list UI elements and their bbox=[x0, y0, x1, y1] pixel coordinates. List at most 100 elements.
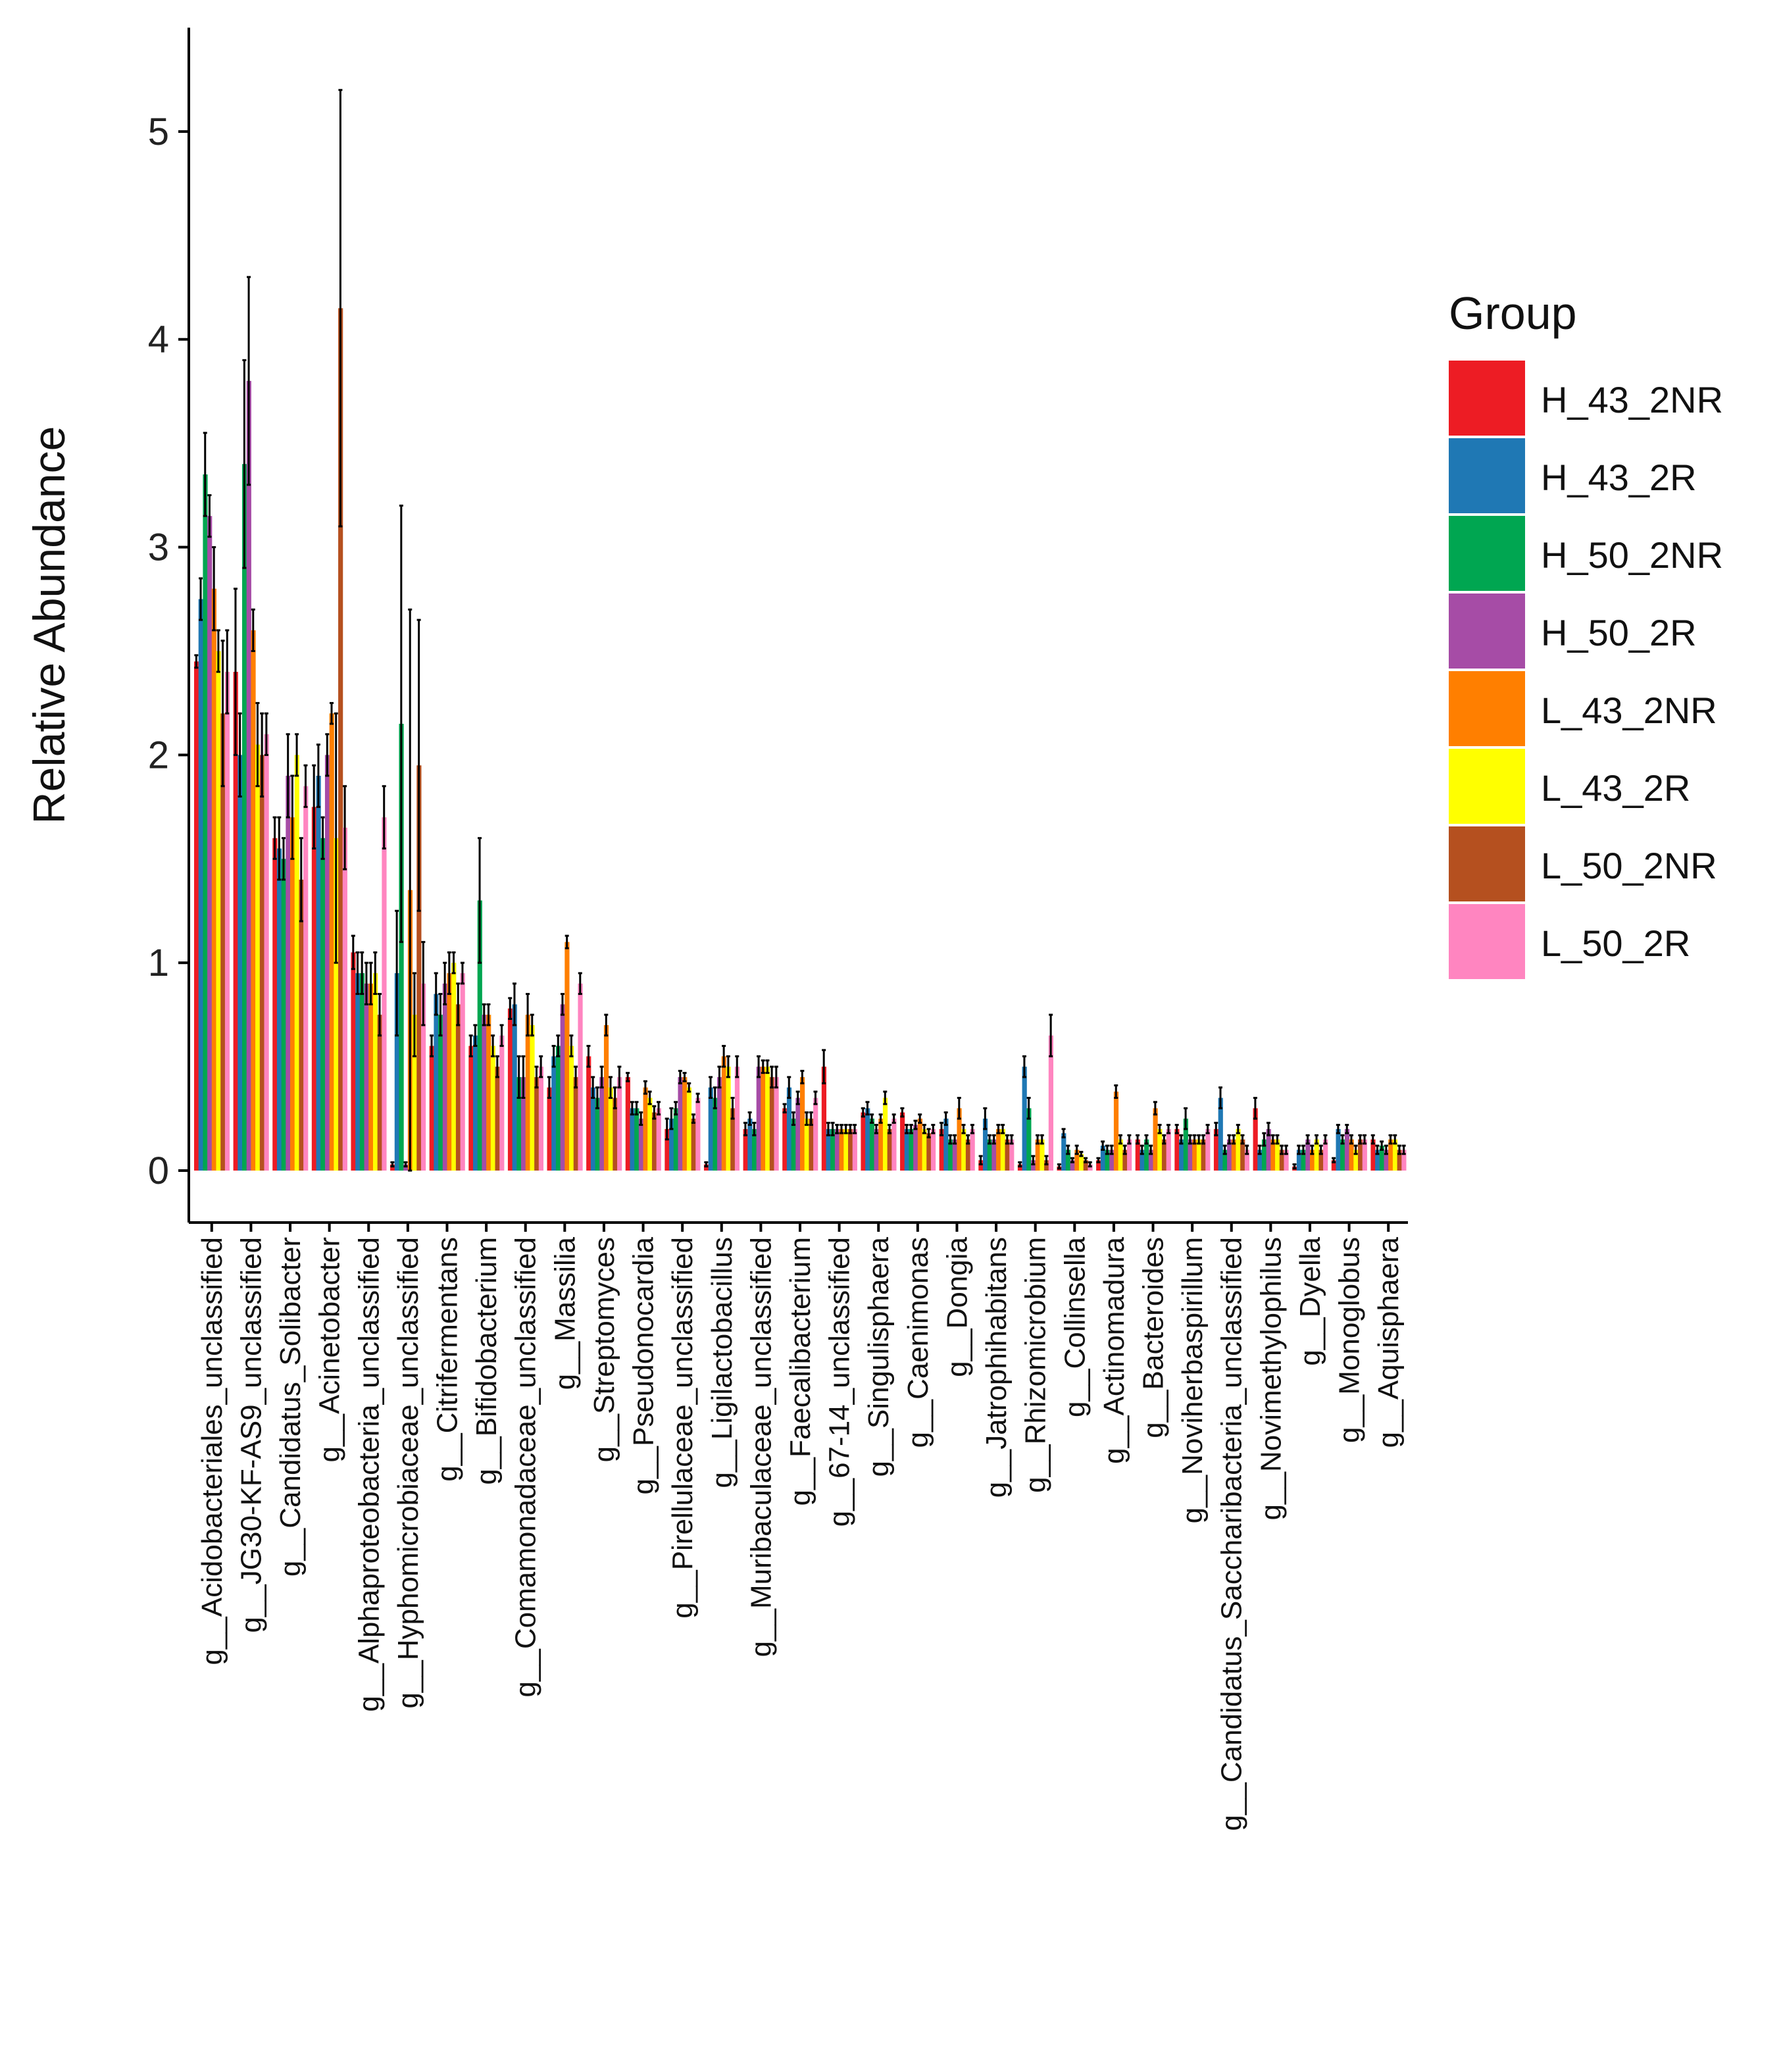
bar-L_43_2R-27 bbox=[1275, 1139, 1280, 1171]
bar-H_43_2NR-12 bbox=[665, 1128, 670, 1171]
bar-L_50_2NR-18 bbox=[926, 1133, 932, 1171]
x-tick-label: g__Novimethylophilus bbox=[1255, 1237, 1287, 1520]
bar-L_50_2R-14 bbox=[774, 1076, 779, 1171]
x-tick-label: g__Hyphomicrobiaceae_unclassified bbox=[392, 1237, 424, 1709]
bar-L_43_2NR-29 bbox=[1349, 1139, 1354, 1171]
bar-H_50_2R-21 bbox=[1030, 1160, 1036, 1171]
bar-H_50_2NR-23 bbox=[1105, 1150, 1110, 1171]
bar-H_50_2NR-30 bbox=[1379, 1146, 1384, 1171]
bar-H_50_2R-29 bbox=[1344, 1128, 1350, 1171]
bar-L_50_2R-25 bbox=[1205, 1128, 1211, 1171]
bar-L_43_2NR-20 bbox=[996, 1128, 1001, 1171]
x-tick-label: g__Alphaproteobacteria_unclassified bbox=[353, 1237, 385, 1712]
x-tick-label: g__Muribaculaceae_unclassified bbox=[745, 1237, 777, 1657]
bar-L_50_2NR-8 bbox=[534, 1076, 539, 1171]
bar-L_50_2NR-9 bbox=[573, 1076, 578, 1171]
bar-L_43_2NR-11 bbox=[643, 1087, 648, 1171]
bar-H_50_2R-16 bbox=[834, 1128, 840, 1171]
x-tick-label: g__JG30-KF-AS9_unclassified bbox=[235, 1237, 267, 1633]
legend-label-H_43_2NR: H_43_2NR bbox=[1541, 379, 1723, 420]
bar-H_50_2R-12 bbox=[678, 1076, 683, 1171]
bar-L_43_2R-17 bbox=[882, 1098, 888, 1171]
x-tick-label: g__Acinetobacter bbox=[314, 1237, 346, 1462]
bar-H_43_2NR-3 bbox=[311, 807, 317, 1171]
bar-H_43_2R-20 bbox=[982, 1119, 988, 1171]
x-tick-label: g__Noviherbaspirillum bbox=[1176, 1237, 1209, 1523]
legend-label-L_43_2NR: L_43_2NR bbox=[1541, 690, 1717, 731]
bar-H_50_2R-30 bbox=[1384, 1150, 1389, 1171]
bar-H_50_2R-20 bbox=[991, 1139, 997, 1171]
bar-L_43_2R-9 bbox=[569, 1046, 574, 1171]
x-tick-label: g__Faecalibacterium bbox=[784, 1237, 816, 1505]
bar-L_50_2NR-27 bbox=[1279, 1150, 1284, 1171]
bar-L_50_2NR-17 bbox=[887, 1128, 892, 1171]
x-tick-label: g__Massilia bbox=[549, 1236, 581, 1390]
bar-H_43_2R-23 bbox=[1100, 1146, 1105, 1171]
bar-L_50_2NR-20 bbox=[1005, 1139, 1010, 1171]
bar-H_50_2NR-0 bbox=[203, 474, 208, 1171]
bar-L_43_2NR-9 bbox=[564, 942, 570, 1171]
bar-H_43_2NR-23 bbox=[1096, 1160, 1101, 1171]
bar-H_43_2R-4 bbox=[355, 973, 361, 1171]
bar-H_43_2R-3 bbox=[316, 775, 321, 1171]
bar-L_43_2R-4 bbox=[372, 973, 378, 1171]
bar-H_43_2R-16 bbox=[826, 1128, 831, 1171]
bar-L_50_2NR-25 bbox=[1201, 1139, 1206, 1171]
bar-L_50_2NR-4 bbox=[377, 1015, 382, 1171]
bar-L_50_2R-23 bbox=[1127, 1139, 1132, 1171]
bar-H_50_2NR-7 bbox=[477, 900, 482, 1171]
bar-H_50_2R-23 bbox=[1109, 1150, 1115, 1171]
x-tick-label: g__Candidatus_Solibacter bbox=[274, 1237, 307, 1577]
x-tick-label: g__Jatrophihabitans bbox=[980, 1237, 1013, 1498]
bar-L_43_2R-22 bbox=[1078, 1153, 1084, 1171]
bar-L_43_2NR-13 bbox=[721, 1056, 726, 1171]
x-tick-label: g__Ligilactobacillus bbox=[706, 1237, 738, 1488]
bar-L_43_2R-29 bbox=[1353, 1150, 1359, 1171]
bar-H_43_2R-9 bbox=[551, 1056, 557, 1171]
y-tick-label: 1 bbox=[148, 942, 169, 984]
legend-swatch-H_43_2R bbox=[1449, 438, 1525, 513]
y-tick-label: 3 bbox=[148, 526, 169, 569]
legend: Group H_43_2NR H_43_2R H_50_2NR H_50_2R L_43… bbox=[1449, 288, 1723, 979]
x-tick-label: g__Pirellulaceae_unclassified bbox=[666, 1237, 699, 1619]
bar-H_43_2NR-1 bbox=[233, 672, 238, 1171]
bar-L_50_2R-17 bbox=[891, 1119, 897, 1171]
bar-H_43_2NR-16 bbox=[821, 1067, 827, 1171]
bar-L_43_2R-19 bbox=[961, 1128, 966, 1171]
bar-H_50_2NR-29 bbox=[1340, 1139, 1345, 1171]
bar-H_43_2R-19 bbox=[943, 1119, 949, 1171]
bar-H_50_2NR-4 bbox=[359, 973, 365, 1171]
bar-H_43_2NR-8 bbox=[507, 1008, 513, 1171]
bar-L_50_2R-18 bbox=[930, 1128, 936, 1171]
bar-L_43_2NR-0 bbox=[211, 588, 217, 1171]
bar-L_50_2NR-15 bbox=[809, 1119, 814, 1171]
bar-L_43_2NR-21 bbox=[1035, 1139, 1040, 1171]
bar-H_43_2R-7 bbox=[472, 1035, 478, 1171]
bar-H_43_2R-14 bbox=[747, 1119, 753, 1171]
bar-H_43_2NR-6 bbox=[429, 1046, 434, 1171]
bar-H_50_2NR-12 bbox=[673, 1108, 678, 1171]
bar-L_43_2NR-6 bbox=[447, 973, 452, 1171]
bar-H_43_2NR-17 bbox=[861, 1112, 866, 1171]
bar-H_50_2R-5 bbox=[403, 1164, 409, 1171]
bar-L_50_2R-3 bbox=[342, 827, 347, 1171]
bar-H_50_2NR-27 bbox=[1261, 1139, 1267, 1171]
bar-H_50_2NR-26 bbox=[1222, 1150, 1228, 1171]
bar-L_50_2NR-10 bbox=[613, 1098, 618, 1171]
bar-L_50_2NR-13 bbox=[730, 1108, 736, 1171]
bar-H_43_2NR-20 bbox=[978, 1160, 984, 1171]
legend-label-L_50_2R: L_50_2R bbox=[1541, 922, 1690, 964]
bar-H_43_2R-12 bbox=[669, 1119, 674, 1171]
bar-L_43_2NR-10 bbox=[603, 1024, 609, 1171]
bar-L_43_2NR-4 bbox=[368, 983, 374, 1171]
bar-L_43_2R-10 bbox=[608, 1087, 613, 1171]
bar-L_50_2R-29 bbox=[1362, 1139, 1367, 1171]
bar-L_43_2NR-8 bbox=[525, 1015, 530, 1171]
y-tick-label: 4 bbox=[148, 318, 169, 361]
bar-H_50_2NR-22 bbox=[1065, 1150, 1071, 1171]
bar-H_50_2NR-10 bbox=[595, 1098, 600, 1171]
bar-H_50_2R-0 bbox=[207, 516, 213, 1171]
bar-L_50_2R-1 bbox=[264, 734, 269, 1171]
bar-L_43_2R-12 bbox=[686, 1087, 692, 1171]
bar-H_43_2R-30 bbox=[1375, 1150, 1380, 1171]
